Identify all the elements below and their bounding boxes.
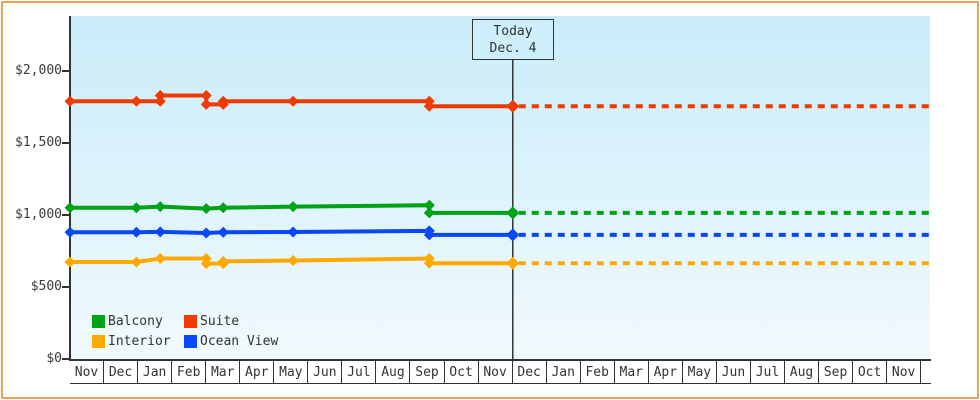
data-point-marker: [423, 199, 435, 211]
data-point-marker: [506, 99, 520, 113]
data-point-marker: [287, 95, 299, 107]
legend-item-suite: Suite: [184, 311, 278, 331]
today-label: Today: [493, 23, 533, 39]
legend-label: Ocean View: [200, 333, 279, 349]
x-axis-month-cell: Jun: [717, 361, 751, 383]
data-point-marker: [217, 95, 229, 107]
legend-label: Interior: [108, 333, 171, 349]
x-axis-month-cell: Aug: [785, 361, 820, 383]
x-axis-month-cell: Mar: [615, 361, 649, 383]
x-axis-month-cell: Dec: [104, 361, 139, 383]
legend-label: Balcony: [108, 313, 163, 329]
x-axis-month-cell: Oct: [853, 361, 888, 383]
data-point-marker: [154, 226, 166, 238]
data-point-marker: [200, 203, 212, 215]
x-axis-month-cell: Jun: [308, 361, 343, 383]
x-axis-month-cell: Feb: [581, 361, 615, 383]
data-point-marker: [64, 256, 76, 268]
legend-item-interior: Interior: [92, 331, 184, 351]
legend-item-balcony: Balcony: [92, 311, 184, 331]
x-axis-month-cell: Aug: [376, 361, 411, 383]
x-axis-month-cell: Oct: [445, 361, 479, 383]
plot-background: [70, 16, 930, 359]
today-date: Dec. 4: [489, 40, 537, 56]
chart-legend: Balcony Suite Interior Ocean View: [92, 311, 278, 351]
data-point-marker: [506, 228, 520, 242]
data-point-marker: [130, 256, 142, 268]
data-point-marker: [423, 207, 435, 219]
data-point-marker: [200, 98, 212, 110]
y-axis-tick-label: $2,000: [15, 63, 62, 78]
x-axis-month-cell: Nov: [70, 361, 105, 383]
data-point-marker: [200, 89, 212, 101]
data-point-marker: [287, 226, 299, 238]
x-axis-month-cell: May: [683, 361, 717, 383]
x-axis-month-cell: Nov: [479, 361, 513, 383]
data-point-marker: [154, 95, 166, 107]
x-axis-month-cell: Jul: [342, 361, 377, 383]
data-point-marker: [64, 226, 76, 238]
data-point-marker: [200, 258, 212, 270]
x-axis-month-cell: Sep: [819, 361, 854, 383]
data-point-marker: [287, 255, 299, 267]
x-axis-month-cell: Jan: [547, 361, 581, 383]
data-point-marker: [200, 227, 212, 239]
data-point-marker: [423, 229, 435, 241]
y-axis-tick-label: $1,500: [15, 135, 62, 150]
data-point-marker: [506, 256, 520, 270]
legend-label: Suite: [200, 313, 240, 329]
data-point-marker: [130, 95, 142, 107]
data-point-marker: [287, 201, 299, 213]
x-axis-month-cell: Dec: [513, 361, 547, 383]
x-axis-month-cell: Jan: [138, 361, 173, 383]
data-point-marker: [154, 252, 166, 264]
legend-swatch: [184, 314, 197, 328]
data-point-marker: [130, 226, 142, 238]
data-point-marker: [506, 206, 520, 220]
x-axis-month-cell: Sep: [410, 361, 445, 383]
x-axis-month-cell: May: [274, 361, 309, 383]
x-axis-month-cell: Feb: [172, 361, 207, 383]
x-axis-month-cell: Apr: [240, 361, 275, 383]
x-axis-month-cell: Apr: [649, 361, 683, 383]
data-point-marker: [64, 95, 76, 107]
y-axis-tick-label: $0: [46, 351, 62, 366]
x-axis-month-cell: Jul: [751, 361, 785, 383]
legend-swatch: [92, 334, 105, 348]
data-point-marker: [64, 202, 76, 214]
x-axis-month-cell: [921, 361, 931, 383]
x-axis-month-cell: Mar: [206, 361, 241, 383]
data-point-marker: [154, 201, 166, 213]
y-axis-tick-label: $500: [30, 279, 62, 294]
data-point-marker: [217, 202, 229, 214]
data-point-marker: [423, 257, 435, 269]
legend-swatch: [184, 334, 197, 348]
data-point-marker: [130, 202, 142, 214]
data-point-marker: [217, 255, 229, 267]
y-axis-tick-label: $1,000: [15, 207, 62, 222]
today-marker-box: Today Dec. 4: [472, 19, 554, 60]
data-point-marker: [154, 89, 166, 101]
data-point-marker: [217, 226, 229, 238]
legend-swatch: [92, 314, 105, 328]
data-point-marker: [423, 100, 435, 112]
legend-item-ocean-view: Ocean View: [184, 331, 278, 351]
x-axis-month-strip: Nov Dec Jan Feb Mar Apr May Jun Jul Aug Sep Oct Nov D…: [70, 359, 931, 384]
x-axis-month-cell: Nov: [887, 361, 922, 383]
